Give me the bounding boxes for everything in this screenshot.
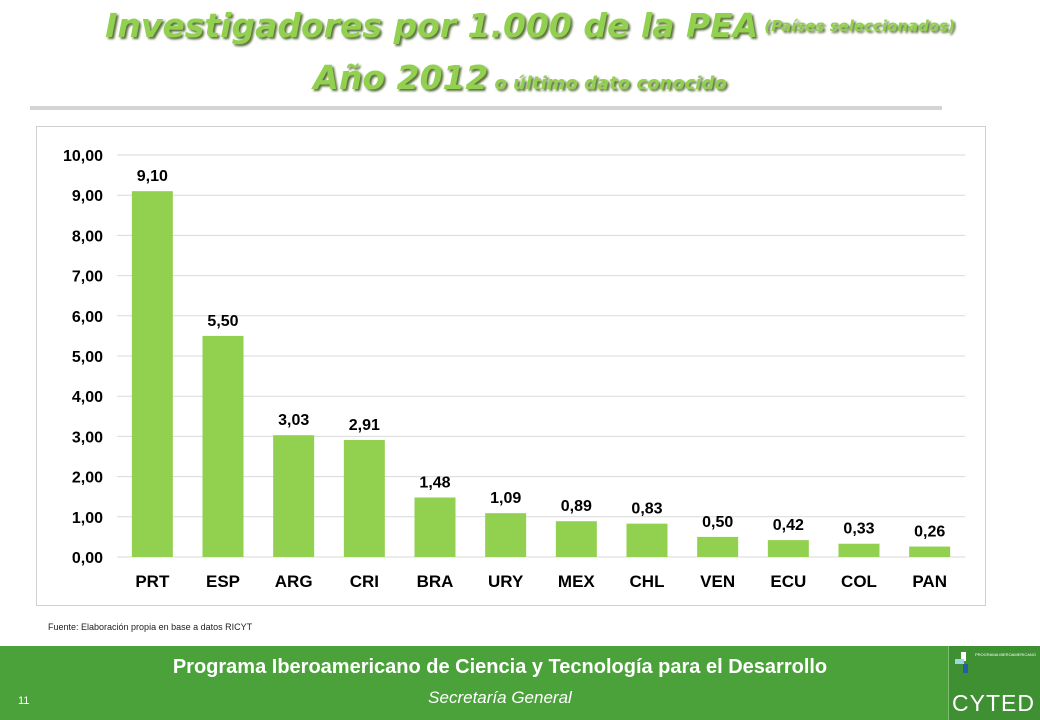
- x-tick-label: BRA: [417, 572, 454, 591]
- title-note: (Países seleccionados): [764, 17, 955, 35]
- data-label: 0,89: [561, 498, 592, 515]
- y-tick-label: 2,00: [72, 470, 103, 487]
- y-tick-label: 10,00: [63, 148, 103, 165]
- bar-chl: [626, 523, 668, 557]
- x-tick-label: COL: [841, 572, 877, 591]
- cyted-logo: PROGRAMA IBEROAMERICANO CYTED: [948, 646, 1040, 720]
- subtitle-note: o último dato conocido: [494, 73, 727, 94]
- bar-ven: [697, 536, 739, 557]
- y-tick-label: 8,00: [72, 228, 103, 245]
- data-label: 3,03: [278, 412, 309, 429]
- chart-subtitle: Año 2012 o último dato conocido: [0, 58, 1040, 97]
- logo-caption: PROGRAMA IBEROAMERICANO: [975, 652, 1036, 657]
- y-tick-label: 4,00: [72, 389, 103, 406]
- x-tick-label: MEX: [558, 572, 596, 591]
- data-label: 0,50: [702, 514, 733, 531]
- y-tick-label: 9,00: [72, 188, 103, 205]
- bar-col: [838, 543, 880, 557]
- data-label: 5,50: [207, 313, 238, 330]
- source-note: Fuente: Elaboración propia en base a dat…: [48, 622, 253, 632]
- bar-cri: [343, 440, 385, 557]
- data-label: 0,33: [843, 521, 874, 538]
- footer-program-title: Programa Iberoamericano de Ciencia y Tec…: [172, 656, 828, 678]
- x-tick-label: PAN: [912, 572, 947, 591]
- x-tick-label: ECU: [770, 572, 806, 591]
- y-tick-label: 0,00: [72, 550, 103, 567]
- x-tick-label: VEN: [700, 572, 735, 591]
- y-tick-label: 7,00: [72, 269, 103, 286]
- x-tick-label: CHL: [630, 572, 665, 591]
- y-tick-label: 6,00: [72, 309, 103, 326]
- x-tick-label: PRT: [135, 572, 170, 591]
- footer-bar: Programa Iberoamericano de Ciencia y Tec…: [0, 646, 1040, 720]
- cyted-logo-icon: [955, 652, 968, 673]
- bar-ecu: [767, 540, 809, 557]
- x-tick-label: URY: [488, 572, 524, 591]
- logo-text: CYTED: [952, 690, 1035, 716]
- footer-secretariat: Secretaría General: [428, 688, 572, 707]
- page-number: 11: [18, 695, 30, 707]
- chart-title: Investigadores por 1.000 de la PEA (Paíse…: [0, 6, 1040, 45]
- bar-esp: [202, 335, 244, 557]
- data-label: 1,09: [490, 490, 521, 507]
- data-label: 9,10: [137, 168, 168, 185]
- bar-arg: [273, 435, 315, 557]
- bar-bra: [414, 497, 456, 557]
- title-main: Investigadores por 1.000 de la PEA: [105, 6, 759, 45]
- data-label: 1,48: [419, 475, 450, 492]
- x-tick-label: ESP: [206, 572, 240, 591]
- title-divider: [30, 106, 942, 110]
- data-label: 2,91: [349, 417, 380, 434]
- data-label: 0,83: [631, 501, 662, 518]
- chart-frame: 0,00 1,00 2,00 3,00 4,00 5,00 6,00 7,00 8,00 9,00…: [36, 126, 986, 606]
- bar-prt: [131, 191, 173, 557]
- data-label: 0,26: [914, 524, 945, 541]
- bar-mex: [555, 521, 597, 557]
- bar-chart: 0,00 1,00 2,00 3,00 4,00 5,00 6,00 7,00 8,00 9,00…: [63, 148, 965, 591]
- y-tick-label: 5,00: [72, 349, 103, 366]
- y-tick-label: 1,00: [72, 510, 103, 527]
- data-label: 0,42: [773, 517, 804, 534]
- subtitle-main: Año 2012: [313, 58, 489, 97]
- bar-pan: [909, 546, 951, 557]
- x-tick-label: CRI: [350, 572, 379, 591]
- y-tick-label: 3,00: [72, 429, 103, 446]
- x-tick-label: ARG: [275, 572, 313, 591]
- bar-ury: [485, 513, 527, 557]
